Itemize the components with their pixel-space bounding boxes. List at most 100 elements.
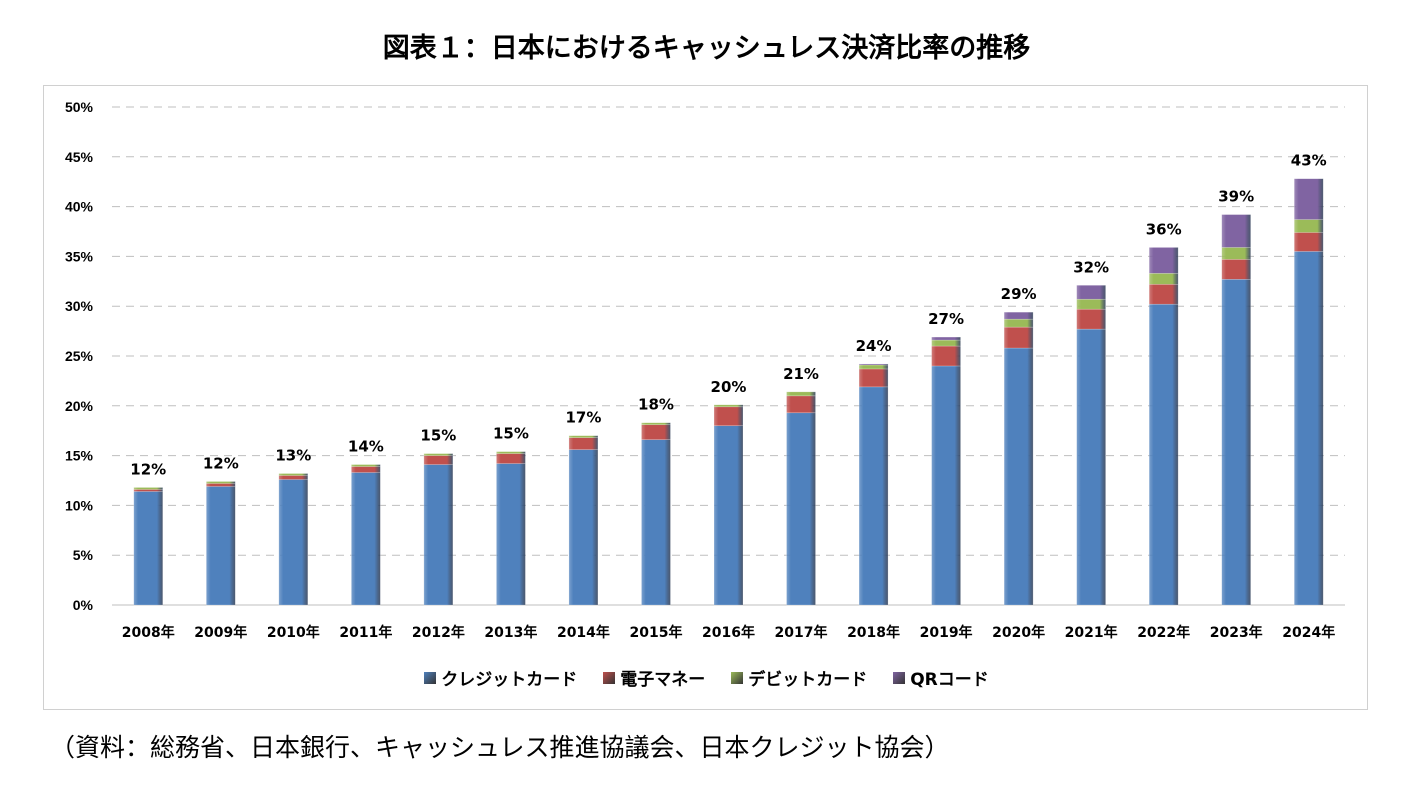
bar-segment: [786, 412, 816, 606]
bar-segment: [1148, 283, 1179, 305]
total-data-label: 12%: [130, 460, 166, 478]
bar-segment: [1293, 251, 1324, 606]
total-data-label: 13%: [275, 447, 311, 465]
x-tick-label: 2014年: [557, 624, 610, 641]
bar-segment: [423, 455, 454, 465]
y-tick-label: 10%: [65, 497, 94, 513]
bar-segment: [786, 395, 816, 414]
bar-segment: [568, 449, 599, 606]
total-data-label: 15%: [420, 427, 456, 445]
total-data-label: 43%: [1291, 152, 1327, 170]
bar-segment: [278, 479, 309, 606]
bar-segment: [205, 481, 236, 484]
bar-segment: [1076, 328, 1106, 606]
y-tick-label: 0%: [73, 597, 94, 613]
total-data-label: 39%: [1218, 188, 1254, 206]
total-data-label: 15%: [493, 425, 529, 443]
chart-frame: [43, 85, 1368, 710]
legend-swatch: [731, 671, 744, 684]
legend-item: 電子マネー: [603, 665, 705, 690]
bar-segment: [641, 422, 671, 426]
bar-segment: [423, 464, 454, 606]
bar-segment: [713, 404, 744, 408]
legend-label: クレジットカード: [441, 670, 578, 690]
bar-segment: [931, 365, 961, 606]
bar-segment: [133, 487, 164, 490]
total-data-label: 36%: [1146, 220, 1182, 238]
bar-segment: [1293, 178, 1324, 220]
total-data-label: 14%: [348, 438, 384, 456]
bar-segment: [568, 435, 599, 438]
bar-segment: [931, 345, 961, 367]
x-tick-label: 2010年: [267, 624, 320, 641]
total-data-label: 24%: [856, 337, 892, 355]
total-data-label: 12%: [203, 454, 239, 472]
bar-segment: [1003, 347, 1034, 606]
legend-swatch: [424, 671, 437, 684]
x-tick-label: 2022年: [1137, 624, 1190, 641]
source-note: （資料：総務省、日本銀行、キャッシュレス推進協議会、日本クレジット協会）: [50, 733, 950, 762]
bar-segment: [858, 386, 889, 606]
bar-segment: [1148, 247, 1179, 274]
bar-segment: [278, 473, 309, 476]
y-tick-label: 40%: [65, 199, 94, 215]
bar-segment: [205, 483, 236, 487]
bar-segment: [1003, 326, 1034, 349]
bar-segment: [713, 406, 744, 427]
bar-segment: [1003, 318, 1034, 328]
x-tick-label: 2024年: [1282, 624, 1335, 641]
y-tick-label: 5%: [73, 547, 94, 563]
total-data-label: 20%: [711, 378, 747, 396]
bar-segment: [1221, 259, 1252, 280]
bar-segment: [931, 339, 961, 347]
bar-segment: [931, 336, 961, 341]
bar-segment: [858, 364, 889, 370]
bar-segment: [641, 424, 671, 440]
bar-segment: [496, 453, 526, 464]
chart-title: 図表１：日本におけるキャッシュレス決済比率の推移: [382, 33, 1031, 64]
legend-item: クレジットカード: [424, 665, 577, 690]
x-tick-label: 2023年: [1210, 624, 1263, 641]
bar-segment: [351, 472, 381, 606]
legend-swatch: [603, 671, 616, 684]
bar-segment: [205, 486, 236, 606]
x-tick-label: 2021年: [1065, 624, 1118, 641]
bar-segment: [1293, 232, 1324, 252]
x-tick-label: 2015年: [629, 624, 682, 641]
y-tick-label: 25%: [65, 348, 94, 364]
legend-label: 電子マネー: [620, 670, 706, 690]
x-tick-label: 2008年: [122, 624, 175, 641]
bar-segment: [1221, 279, 1252, 606]
legend: クレジットカード 電子マネー デビットカード QRコード: [0, 665, 1413, 690]
legend-label: デビットカード: [748, 670, 868, 690]
bar-segment: [133, 491, 164, 606]
y-tick-label: 15%: [65, 448, 94, 464]
bar-segment: [1076, 284, 1106, 300]
bar-segment: [1076, 308, 1106, 330]
y-tick-label: 50%: [65, 99, 94, 115]
bar-segment: [423, 453, 454, 456]
x-tick-label: 2013年: [484, 624, 537, 641]
bar-segment: [713, 425, 744, 606]
x-tick-label: 2020年: [992, 624, 1045, 641]
y-tick-label: 20%: [65, 398, 94, 414]
total-data-label: 29%: [1001, 285, 1037, 303]
legend-swatch: [893, 671, 906, 684]
x-tick-label: 2017年: [775, 624, 828, 641]
x-tick-label: 2016年: [702, 624, 755, 641]
y-tick-label: 30%: [65, 298, 94, 314]
bar-segment: [1148, 273, 1179, 285]
bar-segment: [496, 451, 526, 454]
bar-segment: [786, 391, 816, 397]
x-tick-label: 2011年: [339, 624, 392, 641]
bar-segment: [1293, 219, 1324, 233]
legend-item: デビットカード: [731, 665, 867, 690]
total-data-label: 27%: [928, 310, 964, 328]
bar-segment: [1076, 298, 1106, 310]
x-tick-label: 2019年: [920, 624, 973, 641]
bar-segment: [278, 475, 309, 480]
bar-segment: [1148, 303, 1179, 606]
bar-segment: [1221, 214, 1252, 248]
legend-item: QRコード: [893, 665, 989, 690]
